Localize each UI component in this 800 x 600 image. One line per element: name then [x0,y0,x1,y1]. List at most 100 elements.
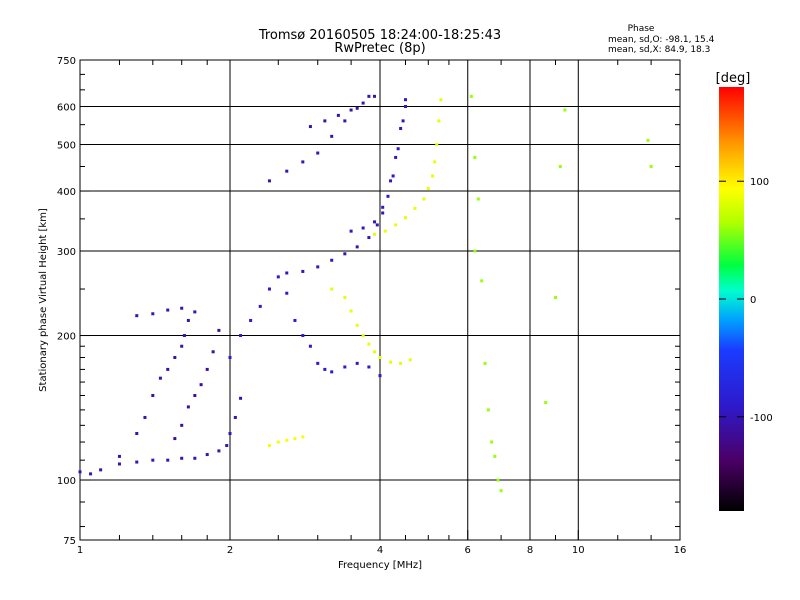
data-point [151,394,155,398]
data-point [330,258,334,262]
data-point [285,438,289,442]
data-point [435,143,439,147]
data-point [373,232,377,236]
data-point [99,468,103,472]
data-point [285,169,289,173]
data-point [316,361,320,365]
data-point [117,462,121,466]
data-point [373,350,377,354]
data-point [233,415,237,419]
data-point [301,334,305,338]
x-tick-label: 6 [465,545,471,556]
data-point [343,252,347,256]
data-point [285,271,289,275]
data-point [473,155,477,159]
data-point [267,444,271,448]
series-f2-upper-o [349,105,407,233]
data-point [394,155,398,159]
data-point [117,454,121,458]
data-point [401,119,405,123]
minor-ticks [80,60,680,540]
data-point [399,126,403,130]
data-point [646,138,650,142]
data-point [180,423,184,427]
y-axis-label: Stationary phase Virtual Height [km] [38,208,49,392]
data-point [386,194,390,198]
data-point [433,160,437,164]
data-point [186,405,190,409]
colorbar-tick-label: -100 [750,413,773,424]
series-spread-f-upper [267,94,371,183]
data-point [143,415,147,419]
data-point [199,383,203,387]
stats-x-mode: mean, sd,X: 84.9, 18.3 [608,45,710,55]
x-tick-label: 8 [527,545,533,556]
data-point [158,376,162,380]
data-point [403,105,407,109]
data-point [180,456,184,460]
data-point [544,401,548,405]
series-second-rise [173,328,221,441]
series-shelf-220-km [135,306,197,318]
data-point [323,367,327,371]
data-point [486,408,490,412]
colorbar-tick-label: 0 [750,295,756,306]
data-point [193,456,197,460]
data-point [437,119,441,123]
series-f2-o-mode [285,98,407,275]
data-points [78,94,653,493]
y-tick-label: 400 [57,187,76,198]
data-point [499,489,503,493]
data-point [186,318,190,322]
data-point [469,94,473,98]
data-point [343,119,347,123]
x-tick-label: 10 [572,545,585,556]
data-point [496,478,500,482]
data-point [381,211,385,215]
data-point [553,296,557,300]
data-point [378,355,382,359]
series-x-low-cluster [330,287,412,365]
data-point [558,164,562,168]
data-point [349,108,353,112]
data-point [267,179,271,183]
data-point [367,236,371,240]
stats-heading: Phase [628,24,655,34]
data-point [193,394,197,398]
data-point [180,344,184,348]
data-point [355,323,359,327]
data-point [396,147,400,151]
data-point [473,249,477,253]
data-point [490,440,494,444]
data-point [330,134,334,138]
series-low-e-trace [78,396,243,476]
data-point [361,226,365,230]
data-point [228,355,232,359]
data-point [403,216,407,220]
data-point [135,314,139,318]
x-axis-label: Frequency [MHz] [338,560,422,571]
data-point [563,108,567,112]
data-point [439,98,443,102]
data-point [135,432,139,436]
data-point [343,296,347,300]
data-point [373,220,377,224]
data-point [301,160,305,164]
series-scattered [469,94,653,493]
y-tick-label: 75 [63,536,76,547]
chart-subtitle: RwPretec (8p) [334,41,425,56]
data-point [367,94,371,98]
data-point [293,318,297,322]
data-point [391,174,395,178]
data-point [276,275,280,279]
data-point [413,206,417,210]
data-point [151,312,155,316]
data-point [182,334,186,338]
data-point [361,334,365,338]
x-tick-label: 4 [377,545,383,556]
stats-o-mode: mean, sd,O: -98.1, 15.4 [608,35,715,45]
data-point [476,197,480,201]
data-point [361,101,365,105]
data-point [308,344,312,348]
data-point [166,367,170,371]
